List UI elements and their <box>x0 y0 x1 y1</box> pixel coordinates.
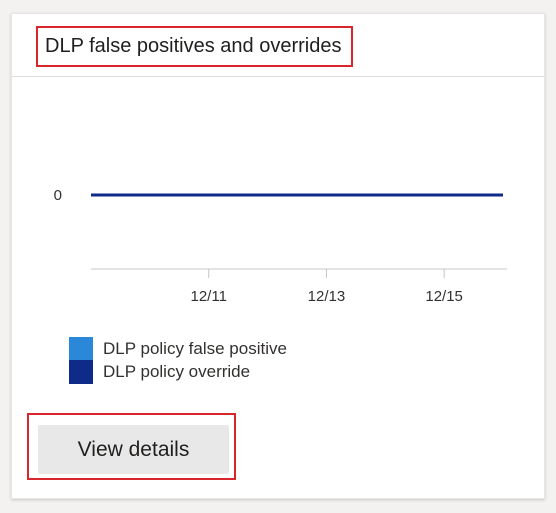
card-header: DLP false positives and overrides <box>12 14 544 77</box>
legend-item-false-positive: DLP policy false positive <box>69 336 287 361</box>
x-tick-label: 12/15 <box>425 288 463 305</box>
legend-label: DLP policy override <box>103 361 251 381</box>
dlp-card: DLP false positives and overrides 0 12/1… <box>11 13 545 499</box>
x-axis-ticks: 12/11 12/13 12/15 <box>190 269 463 305</box>
card-title: DLP false positives and overrides <box>36 26 354 67</box>
legend-swatch <box>69 359 93 384</box>
line-chart: 0 12/11 12/13 12/15 <box>54 187 507 305</box>
y-axis-ticks: 0 <box>54 187 62 204</box>
x-tick-label: 12/11 <box>190 288 226 305</box>
chart-legend: DLP policy false positive DLP policy ove… <box>69 336 287 384</box>
legend-label: DLP policy false positive <box>103 338 287 358</box>
legend-item-override: DLP policy override <box>69 359 287 384</box>
legend-swatch <box>69 336 93 361</box>
x-tick-label: 12/13 <box>308 288 346 305</box>
y-tick-label: 0 <box>54 187 62 204</box>
view-details-button[interactable]: View details <box>38 425 229 474</box>
view-details-highlight: View details <box>27 413 236 480</box>
